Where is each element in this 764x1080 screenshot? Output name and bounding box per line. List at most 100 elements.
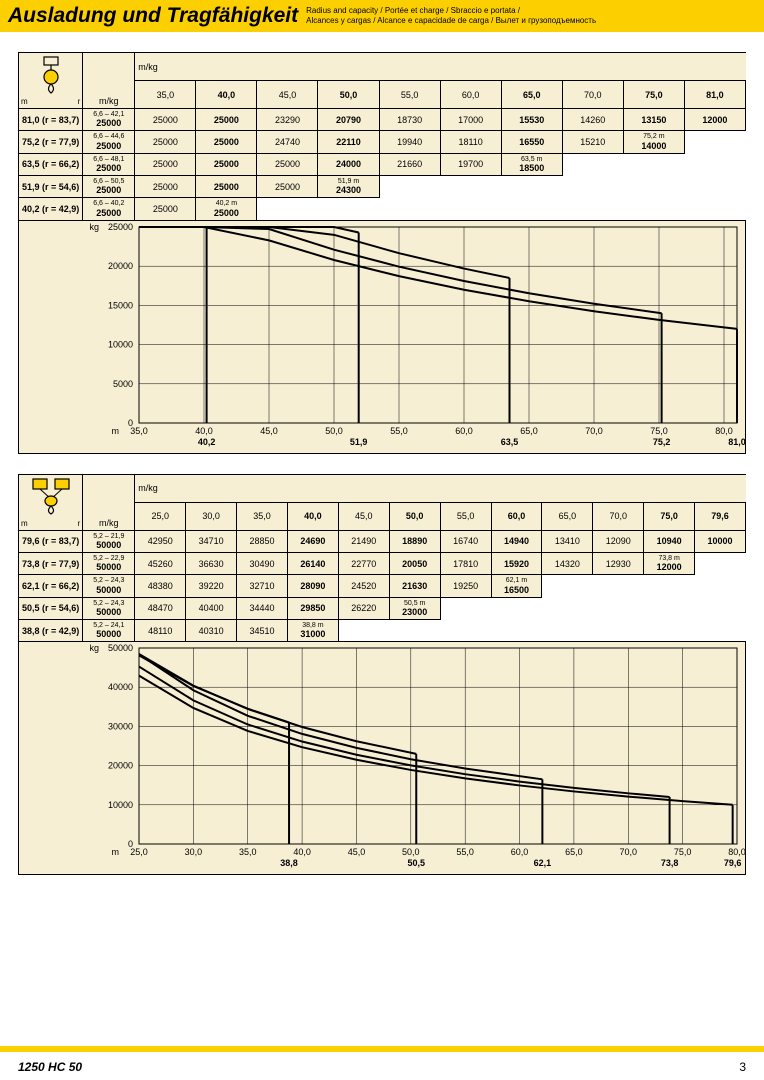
svg-text:80,0: 80,0 — [715, 426, 733, 436]
svg-text:5000: 5000 — [113, 379, 133, 389]
cell: 28850 — [237, 530, 288, 552]
unit-col-header: m/kg — [83, 53, 135, 109]
col-header: 60,0 — [440, 81, 501, 109]
page-number: 3 — [739, 1060, 746, 1074]
cell: 36630 — [186, 553, 237, 575]
empty-cell — [562, 176, 623, 198]
footer: 1250 HC 50 3 — [18, 1060, 746, 1074]
cell: 18110 — [440, 131, 501, 153]
cell: 20790 — [318, 109, 379, 131]
unit-col-header: m/kg — [83, 474, 135, 530]
cell: 25000 — [135, 153, 196, 175]
row-header: 51,9 (r = 54,6) — [19, 176, 83, 198]
svg-text:20000: 20000 — [108, 261, 133, 271]
cell: 29850 — [287, 597, 338, 619]
svg-text:55,0: 55,0 — [456, 847, 474, 857]
cell: 20050 — [389, 553, 440, 575]
row-range: 5,2 – 21,950000 — [83, 530, 135, 552]
cell: 25000 — [196, 131, 257, 153]
empty-cell — [644, 597, 695, 619]
svg-text:70,0: 70,0 — [620, 847, 638, 857]
svg-text:60,0: 60,0 — [511, 847, 529, 857]
model-label: 1250 HC 50 — [18, 1060, 82, 1074]
cell: 18890 — [389, 530, 440, 552]
cell-special: 40,2 m25000 — [196, 198, 257, 220]
cell: 14940 — [491, 530, 542, 552]
cell: 19940 — [379, 131, 440, 153]
svg-text:50,0: 50,0 — [325, 426, 343, 436]
cell: 12930 — [593, 553, 644, 575]
empty-cell — [623, 153, 684, 175]
svg-text:80,0: 80,0 — [728, 847, 745, 857]
svg-text:50,5: 50,5 — [407, 858, 425, 868]
empty-cell — [644, 620, 695, 642]
content: mrm/kgm/kg35,040,045,050,055,060,065,070… — [0, 32, 764, 875]
svg-text:10000: 10000 — [108, 800, 133, 810]
empty-cell — [593, 575, 644, 597]
cell: 13410 — [542, 530, 593, 552]
cell: 21630 — [389, 575, 440, 597]
col-header: 50,0 — [389, 502, 440, 530]
empty-cell — [684, 176, 745, 198]
row-range: 6,6 – 48,125000 — [83, 153, 135, 175]
empty-cell — [562, 198, 623, 220]
cell: 32710 — [237, 575, 288, 597]
svg-text:81,0: 81,0 — [728, 437, 745, 447]
empty-cell — [440, 198, 501, 220]
cell: 24690 — [287, 530, 338, 552]
svg-text:40,0: 40,0 — [195, 426, 213, 436]
svg-text:kg: kg — [89, 643, 99, 653]
col-header: 40,0 — [196, 81, 257, 109]
cell: 48110 — [135, 620, 186, 642]
svg-text:75,0: 75,0 — [674, 847, 692, 857]
row-header: 38,8 (r = 42,9) — [19, 620, 83, 642]
cell: 40310 — [186, 620, 237, 642]
load-chart: 250002000015000100005000035,040,045,050,… — [18, 220, 746, 454]
svg-text:60,0: 60,0 — [455, 426, 473, 436]
empty-cell — [389, 620, 440, 642]
col-header: 79,6 — [695, 502, 746, 530]
cell: 34440 — [237, 597, 288, 619]
col-header: 55,0 — [379, 81, 440, 109]
cell: 22110 — [318, 131, 379, 153]
cell-special: 75,2 m14000 — [623, 131, 684, 153]
cell: 34710 — [186, 530, 237, 552]
empty-cell — [562, 153, 623, 175]
cell: 24740 — [257, 131, 318, 153]
svg-text:40000: 40000 — [108, 683, 133, 693]
col-header: 75,0 — [644, 502, 695, 530]
empty-cell — [593, 620, 644, 642]
cell: 22770 — [338, 553, 389, 575]
cell: 17810 — [440, 553, 491, 575]
empty-cell — [623, 176, 684, 198]
col-header: 70,0 — [593, 502, 644, 530]
empty-cell — [338, 620, 389, 642]
empty-cell — [644, 575, 695, 597]
row-header: 79,6 (r = 83,7) — [19, 530, 83, 552]
row-range: 6,6 – 42,125000 — [83, 109, 135, 131]
row-header: 81,0 (r = 83,7) — [19, 109, 83, 131]
subtitle-line1: Radius and capacity / Portée et charge /… — [306, 6, 520, 15]
empty-cell — [684, 131, 745, 153]
cell: 13150 — [623, 109, 684, 131]
svg-text:75,2: 75,2 — [653, 437, 671, 447]
svg-text:65,0: 65,0 — [565, 847, 583, 857]
svg-text:51,9: 51,9 — [350, 437, 368, 447]
row-range: 5,2 – 22,950000 — [83, 553, 135, 575]
svg-text:79,6: 79,6 — [724, 858, 742, 868]
svg-text:m: m — [112, 426, 120, 436]
empty-cell — [623, 198, 684, 220]
empty-cell — [684, 153, 745, 175]
cell: 39220 — [186, 575, 237, 597]
cell: 25000 — [135, 131, 196, 153]
svg-text:m: m — [112, 847, 120, 857]
cell: 25000 — [257, 153, 318, 175]
unit-corner: m/kg — [135, 53, 746, 81]
col-header: 35,0 — [135, 81, 196, 109]
row-header: 73,8 (r = 77,9) — [19, 553, 83, 575]
empty-cell — [491, 597, 542, 619]
svg-text:45,0: 45,0 — [260, 426, 278, 436]
empty-cell — [695, 597, 746, 619]
col-header: 40,0 — [287, 502, 338, 530]
cell: 25000 — [135, 109, 196, 131]
